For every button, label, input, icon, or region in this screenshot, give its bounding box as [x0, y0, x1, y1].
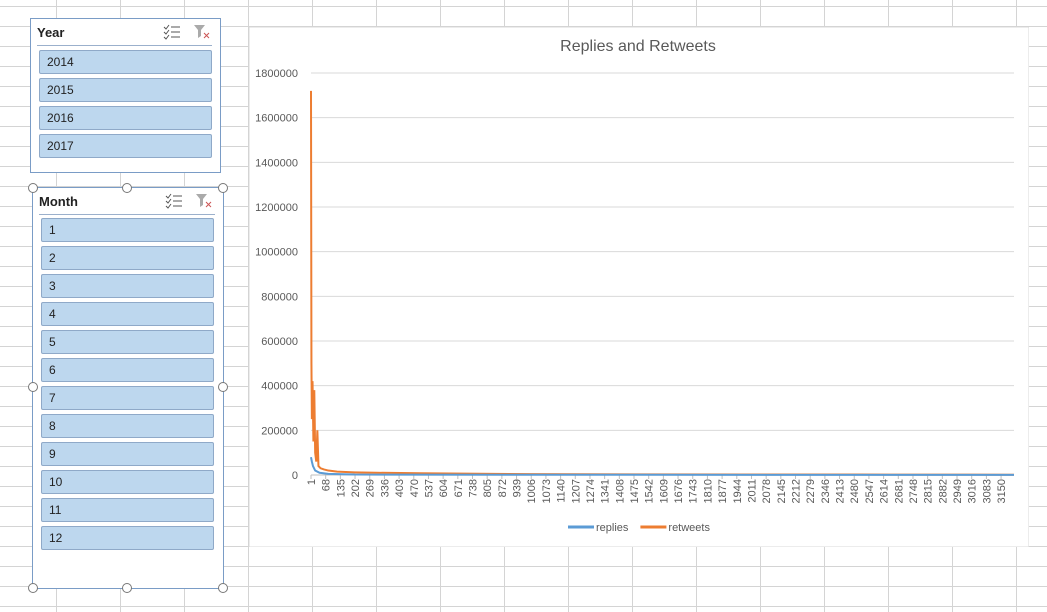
x-tick-label: 3016	[967, 479, 979, 503]
x-tick-label: 2949	[952, 479, 964, 503]
x-tick-label: 1073	[541, 479, 553, 503]
x-tick-label: 2413	[835, 479, 847, 503]
slicer-item[interactable]: 4	[41, 302, 214, 326]
x-tick-label: 2815	[923, 479, 935, 503]
y-tick-label: 1200000	[255, 202, 298, 214]
y-tick-label: 800000	[261, 291, 298, 303]
x-tick-label: 3150	[996, 479, 1008, 503]
x-tick-label: 604	[438, 479, 450, 497]
chart-area	[249, 27, 1029, 547]
resize-handle[interactable]	[28, 382, 38, 392]
resize-handle[interactable]	[122, 183, 132, 193]
slicer-title: Month	[39, 194, 78, 209]
y-tick-label: 1800000	[255, 68, 298, 80]
slicer-item[interactable]: 10	[41, 470, 214, 494]
x-tick-label: 939	[512, 479, 524, 497]
slicer-item[interactable]: 2014	[39, 50, 212, 74]
x-tick-label: 1810	[702, 479, 714, 503]
y-tick-label: 1400000	[255, 157, 298, 169]
slicer-item[interactable]: 9	[41, 442, 214, 466]
multi-select-icon[interactable]	[163, 24, 181, 40]
slicer-item[interactable]: 7	[41, 386, 214, 410]
x-tick-label: 2011	[746, 479, 758, 503]
x-tick-label: 68	[321, 479, 333, 491]
divider	[39, 214, 215, 215]
slicer-item[interactable]: 2016	[39, 106, 212, 130]
multi-select-icon[interactable]	[165, 193, 183, 209]
x-tick-label: 1	[306, 479, 318, 485]
resize-handle[interactable]	[218, 183, 228, 193]
y-tick-label: 200000	[261, 425, 298, 437]
x-tick-label: 470	[409, 479, 421, 497]
x-tick-label: 2346	[820, 479, 832, 503]
x-tick-label: 2547	[864, 479, 876, 503]
x-tick-label: 2212	[791, 479, 803, 503]
y-tick-label: 400000	[261, 381, 298, 393]
resize-handle[interactable]	[28, 183, 38, 193]
x-tick-label: 2279	[805, 479, 817, 503]
x-tick-label: 805	[482, 479, 494, 497]
resize-handle[interactable]	[28, 583, 38, 593]
x-tick-label: 537	[423, 479, 435, 497]
y-tick-label: 1600000	[255, 113, 298, 125]
series-line	[310, 456, 1015, 476]
x-tick-label: 1609	[658, 479, 670, 503]
slicer-item[interactable]: 12	[41, 526, 214, 550]
x-tick-label: 1676	[673, 479, 685, 503]
legend-label: replies	[596, 522, 629, 534]
slicer-item[interactable]: 6	[41, 358, 214, 382]
x-tick-label: 2748	[908, 479, 920, 503]
x-tick-label: 2480	[849, 479, 861, 503]
chart-title: Replies and Retweets	[560, 38, 716, 55]
clear-filter-icon[interactable]	[195, 193, 213, 209]
x-tick-label: 1743	[688, 479, 700, 503]
slicer-item[interactable]: 8	[41, 414, 214, 438]
slicer-item[interactable]: 2015	[39, 78, 212, 102]
year-slicer: Year 2014 2015 2016 2017	[30, 18, 221, 173]
y-tick-label: 1000000	[255, 247, 298, 259]
x-tick-label: 2145	[776, 479, 788, 503]
x-tick-label: 3083	[981, 479, 993, 503]
clear-filter-icon[interactable]	[193, 24, 211, 40]
y-tick-label: 0	[292, 470, 298, 482]
x-tick-label: 2882	[937, 479, 949, 503]
legend-label: retweets	[668, 522, 710, 534]
x-tick-label: 2681	[893, 479, 905, 503]
x-tick-label: 671	[453, 479, 465, 497]
x-tick-label: 336	[379, 479, 391, 497]
x-tick-label: 2078	[761, 479, 773, 503]
x-tick-label: 872	[497, 479, 509, 497]
slicer-item[interactable]: 2	[41, 246, 214, 270]
divider	[37, 45, 212, 46]
x-tick-label: 135	[335, 479, 347, 497]
x-tick-label: 269	[365, 479, 377, 497]
slicer-item[interactable]: 1	[41, 218, 214, 242]
resize-handle[interactable]	[122, 583, 132, 593]
x-tick-label: 1877	[717, 479, 729, 503]
x-tick-label: 1542	[644, 479, 656, 503]
resize-handle[interactable]	[218, 382, 228, 392]
slicer-title: Year	[37, 25, 65, 40]
month-slicer: Month 1 2 3 4 5 6 7 8 9 10 11 12	[32, 187, 224, 589]
x-tick-label: 1408	[614, 479, 626, 503]
x-tick-label: 202	[350, 479, 362, 497]
resize-handle[interactable]	[218, 583, 228, 593]
x-tick-label: 1207	[570, 479, 582, 503]
x-tick-label: 1006	[526, 479, 538, 503]
slicer-item[interactable]: 3	[41, 274, 214, 298]
x-tick-label: 403	[394, 479, 406, 497]
x-tick-label: 1944	[732, 479, 744, 503]
x-tick-label: 1140	[556, 479, 568, 503]
x-tick-label: 2614	[879, 479, 891, 503]
chart: Replies and Retweets 0 200000 400000 600000…	[249, 27, 1029, 547]
x-tick-label: 1341	[600, 479, 612, 503]
y-tick-label: 600000	[261, 336, 298, 348]
slicer-item[interactable]: 11	[41, 498, 214, 522]
x-tick-label: 1475	[629, 479, 641, 503]
x-tick-label: 1274	[585, 479, 597, 503]
slicer-item[interactable]: 2017	[39, 134, 212, 158]
x-tick-label: 738	[468, 479, 480, 497]
slicer-item[interactable]: 5	[41, 330, 214, 354]
